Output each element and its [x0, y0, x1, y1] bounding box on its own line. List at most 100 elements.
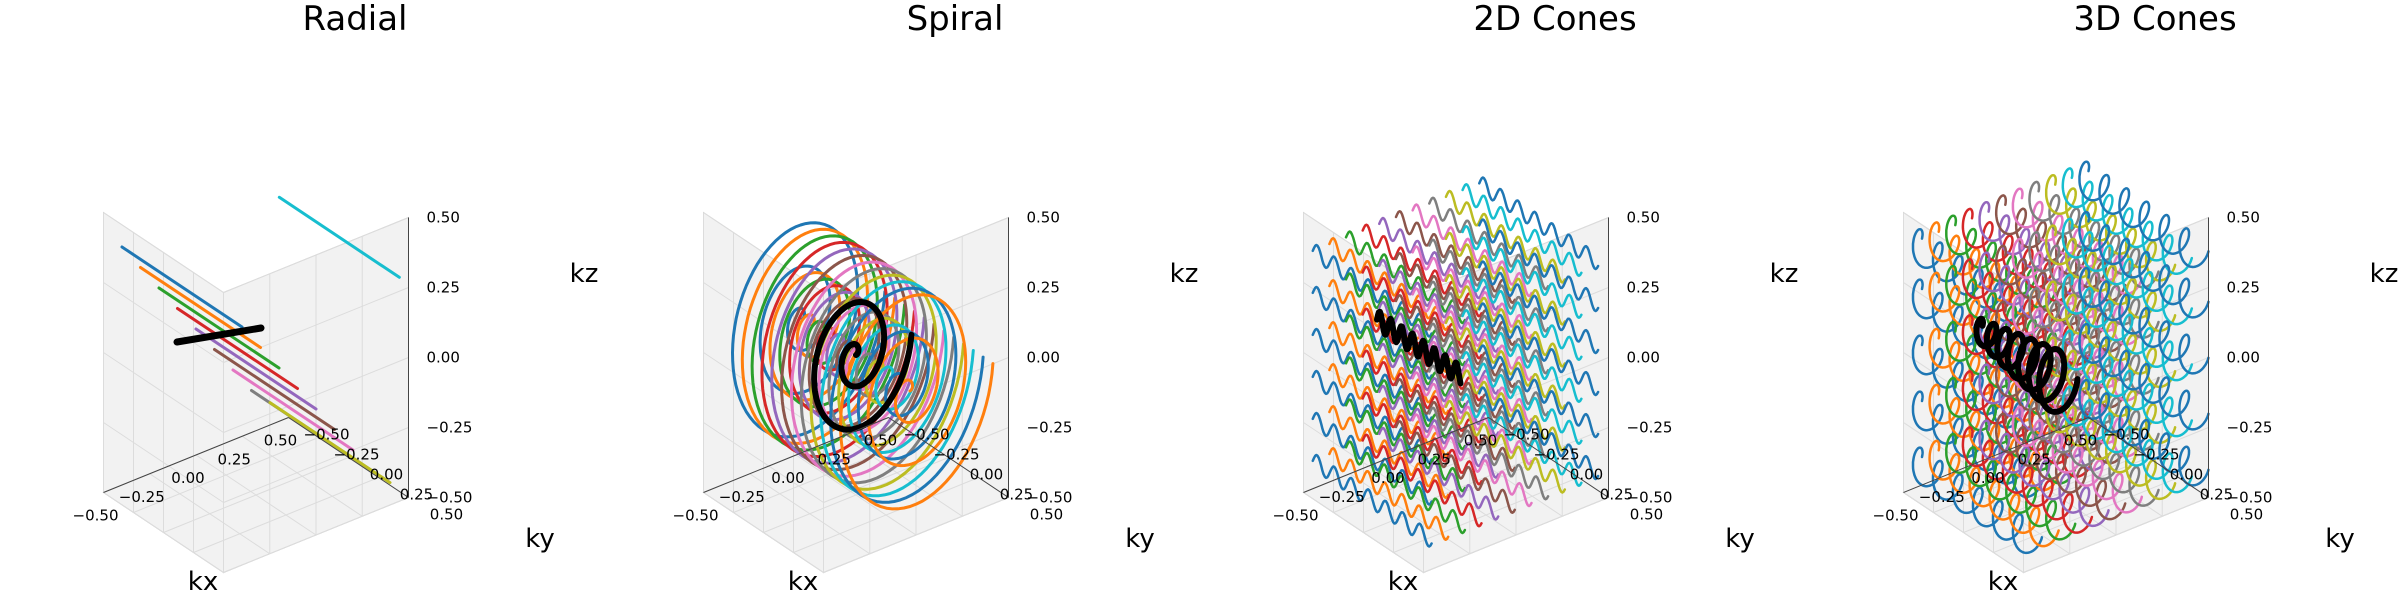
z-tick-label: 0.25 [1027, 279, 1060, 297]
series-line [2061, 329, 2194, 438]
series-line [1344, 230, 1467, 325]
series-line [1394, 378, 1517, 472]
y-tick-label: 0.00 [970, 466, 1003, 484]
grid-line [763, 457, 949, 533]
series-line [1428, 238, 1550, 333]
series-line [1361, 391, 1483, 486]
series-line [1444, 357, 1567, 452]
x-tick-label: 0.00 [1971, 469, 2004, 487]
series-line [2061, 385, 2194, 494]
z-axis-label: kz [1770, 259, 1799, 289]
x-tick-label: −0.25 [1319, 488, 1365, 506]
series-line [789, 260, 946, 478]
series-line [1394, 252, 1517, 346]
panel-title: Spiral [907, 0, 1004, 39]
series-line [2078, 210, 2210, 319]
series-line [2028, 231, 2160, 339]
z-tick-label: −0.50 [427, 489, 473, 507]
series-line [2061, 167, 2194, 275]
y-tick-label: 0.50 [1030, 506, 1063, 524]
y-axis-line [888, 417, 1009, 498]
y-tick-label: 0.50 [2230, 506, 2263, 524]
y-axis-label: ky [2325, 524, 2355, 554]
y-tick-label: 0.25 [1000, 486, 1033, 504]
series-line [809, 273, 965, 491]
series-line [1311, 411, 1433, 506]
z-tick-label: 0.00 [1627, 349, 1660, 367]
y-tick-label: −0.50 [2104, 426, 2150, 444]
grid-line [1423, 497, 1609, 573]
series-line [2078, 266, 2210, 375]
panel-title: 2D Cones [1473, 0, 1636, 39]
x-axis-line [703, 417, 889, 493]
series-line [2028, 287, 2160, 395]
series-line [1311, 285, 1433, 380]
z-tick-label: 0.00 [427, 349, 460, 367]
y-tick-label: 0.50 [430, 506, 463, 524]
z-tick-label: 0.50 [1027, 209, 1060, 227]
series-line [1994, 412, 2127, 521]
x-tick-label: −0.50 [1273, 507, 1319, 525]
series-line [1461, 225, 1583, 319]
y-axis-line [288, 417, 409, 498]
series-line [799, 267, 956, 485]
series-line [1344, 398, 1467, 493]
y-tick-label: −0.25 [934, 446, 980, 464]
x-tick-label: −0.25 [719, 488, 765, 506]
x-tick-label: 0.50 [2064, 432, 2097, 450]
series-line [829, 286, 985, 504]
series-line [157, 286, 281, 370]
series-line [1328, 447, 1450, 541]
y-tick-label: −0.25 [1534, 446, 1580, 464]
series-line [731, 221, 887, 439]
series-line [1328, 405, 1450, 499]
highlight-line [1973, 315, 2081, 415]
series-line [1478, 386, 1600, 481]
series-line [1461, 393, 1583, 487]
x-axis-line [1303, 417, 1489, 493]
series-line [2078, 322, 2210, 431]
series-line [268, 401, 392, 485]
series-line [1478, 260, 1600, 355]
series-line [1311, 369, 1433, 464]
series-line [2011, 405, 2144, 514]
panel-title: 3D Cones [2073, 0, 2236, 39]
series-line [1478, 176, 1600, 271]
series-line [277, 195, 401, 279]
x-tick-label: −0.25 [119, 488, 165, 506]
series-line [2078, 160, 2210, 269]
grid-line [163, 457, 349, 533]
series-line [2028, 343, 2160, 451]
series-line [1444, 315, 1567, 410]
series-line [2044, 336, 2177, 445]
series-line [1428, 322, 1550, 417]
series-line [1378, 216, 1500, 311]
panel-3: −0.50−0.250.000.250.50 −0.50−0.250.000.25… [1273, 0, 1799, 597]
y-axis-line [2088, 417, 2209, 498]
series-line [780, 254, 936, 472]
z-axis-label: kz [2370, 259, 2399, 289]
series-line [1428, 280, 1550, 375]
series-line [2061, 273, 2194, 382]
grid-line [223, 217, 409, 293]
panel-2: −0.50−0.250.000.250.50 −0.50−0.250.000.25… [673, 0, 1199, 597]
y-tick-label: 0.25 [2200, 486, 2233, 504]
z-tick-label: −0.25 [2227, 419, 2273, 437]
series-line [750, 234, 907, 452]
x-tick-label: −0.25 [1919, 488, 1965, 506]
series-line [1328, 237, 1450, 331]
series-line [194, 327, 318, 411]
grid-line [1363, 457, 1549, 533]
x-axis-label: kx [788, 567, 818, 597]
z-axis-label: kz [1170, 259, 1199, 289]
x-tick-label: 0.50 [1464, 432, 1497, 450]
series-line [1945, 432, 2077, 541]
series-line [1461, 267, 1583, 361]
series-line [1411, 245, 1533, 340]
x-tick-label: 0.25 [1418, 450, 1451, 468]
x-axis-line [1903, 417, 2089, 493]
z-tick-label: 0.50 [1627, 209, 1660, 227]
series-line [1361, 223, 1483, 318]
series-line [1411, 371, 1533, 466]
